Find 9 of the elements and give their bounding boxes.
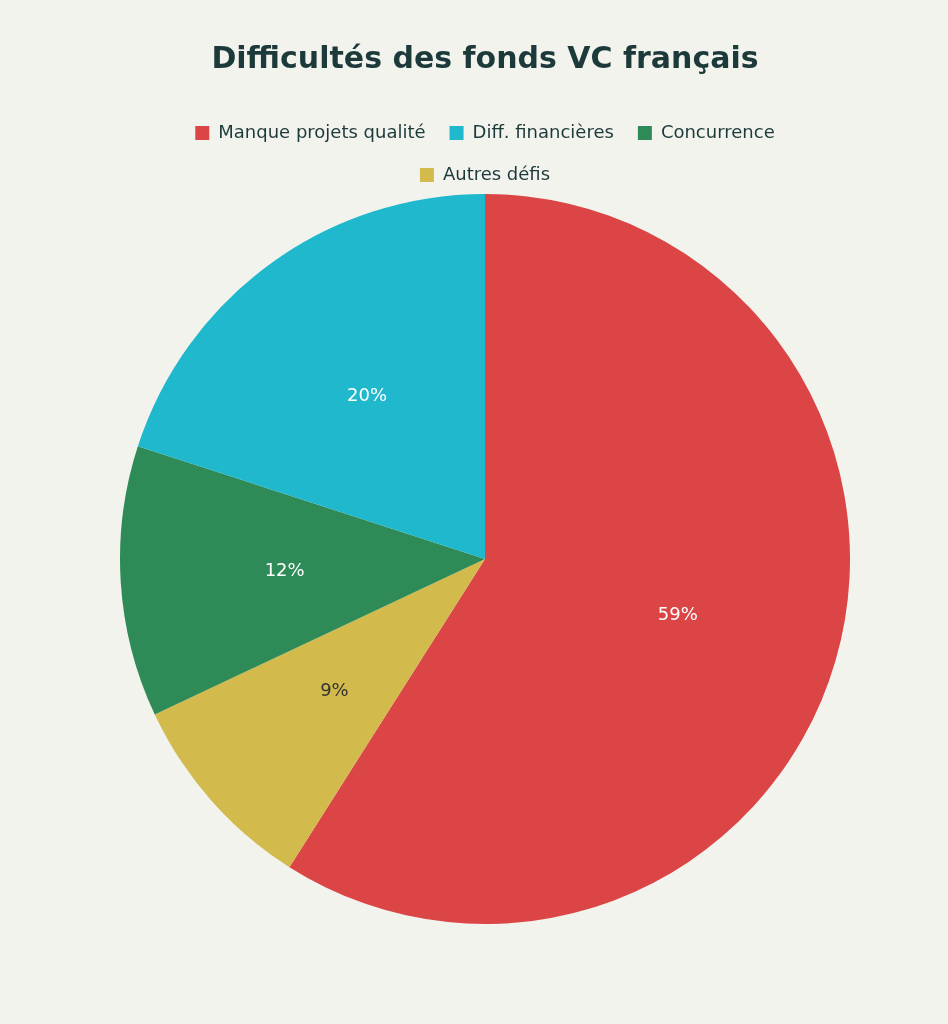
data-label: 20% <box>346 384 388 406</box>
data-label: 12% <box>264 559 305 581</box>
legend-label: Autres défis <box>442 162 551 184</box>
legend-label: Manque projets qualité <box>218 120 426 142</box>
data-label: 59% <box>657 602 698 624</box>
legend-label: Diff. financières <box>472 120 614 142</box>
legend-label: Concurrence <box>660 120 775 142</box>
chart-title: Difficultés des fonds VC français <box>211 39 759 75</box>
data-label: 9% <box>320 679 349 701</box>
